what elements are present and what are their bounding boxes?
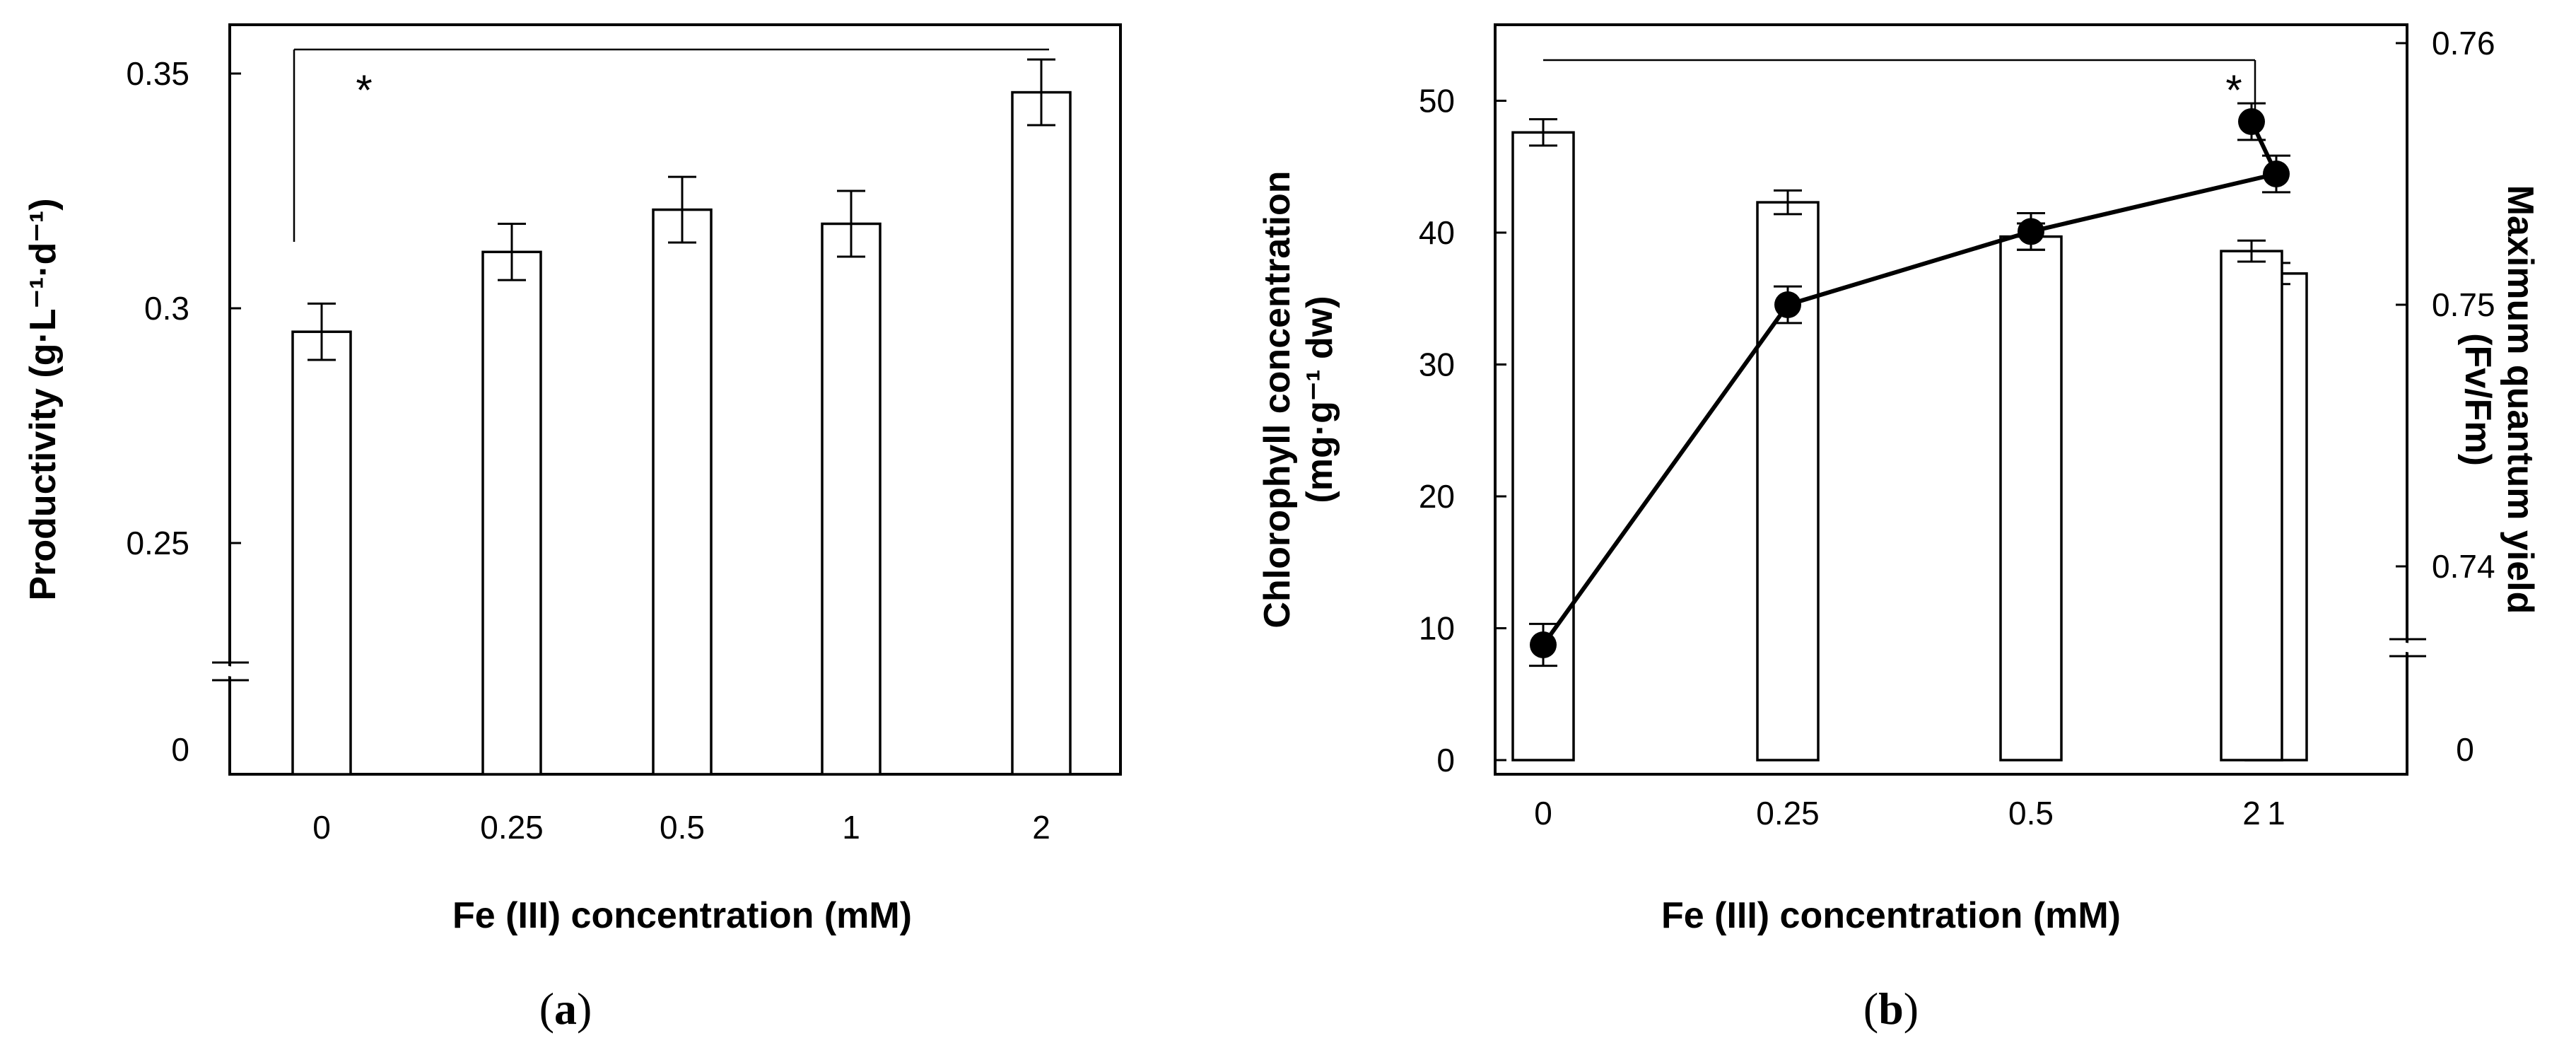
panel-a-ytick-label: 0.3 [144,290,189,327]
panel-b-plot-frame [1494,23,2408,776]
panel-b-point-1 [2263,161,2290,187]
panel-a-bar-0.5 [652,208,713,776]
panel-a-error-bar-0.5 [668,175,696,244]
panel-b-letter: b [1878,984,1904,1034]
panel-a-xtick-label: 0.25 [480,809,544,846]
panel-b-xtick-label: 0.25 [1756,795,1820,832]
axis-title-line: Maximum quantum yield [2500,185,2541,614]
panel-b-significance-star: * [2225,66,2242,114]
panel-b-bar-error-bar-2 [2237,239,2266,263]
panel-b-y2-axis-title: Maximum quantum yield(Fv/Fm) [2457,185,2541,614]
panel-b-y-axis-title: Chlorophyll concentration(mg·g⁻¹ dw) [1257,170,1340,628]
panel-a-xtick-label: 2 [1032,809,1050,846]
panel-b-bar-0.25 [1756,201,1820,762]
panel-a-error-bar-0.25 [498,222,526,281]
panel-b-xtick-label: 1 [2267,795,2285,832]
panel-b-right-axis-break [2389,638,2426,658]
panel-b-bar-error-bar-0 [1529,118,1557,147]
panel-b-y2tick-zero-label: 0 [2456,731,2474,768]
panel-a-ytick-zero-label: 0 [171,731,189,768]
panel-b-y2tick-label: 0.76 [2432,25,2495,62]
panel-a-xtick-label: 1 [842,809,860,846]
panel-a-significance: * [293,48,1049,242]
panel-b-ytick-label: 20 [1419,478,1455,515]
panel-a-axis-break [212,661,249,682]
panel-b-significance: * [1543,59,2256,127]
panel-a-error-bar-1 [837,189,865,258]
panel-b-point-0.5 [2018,218,2044,245]
panel-a-xtick-label: 0.5 [660,809,705,846]
panel-b-quantum-yield-line [1541,120,2280,646]
panel-a-letter: a [554,984,577,1034]
panel-a-x-axis-title: Fe (III) concentration (mM) [452,895,912,936]
panel-b-xtick-label: 0 [1534,795,1552,832]
panel-a: * 0.25 0.3 0.35 0 0 0.25 0.5 1 2 Fe (III) conc… [23,23,1122,1034]
panel-b-y2tick-label: 0.75 [2432,286,2495,323]
panel-b-bar-2 [2220,250,2283,762]
axis-title-line: Chlorophyll concentration [1257,170,1298,628]
panel-b-point-0.25 [1774,291,1801,318]
panel-b-x-axis-title: Fe (III) concentration (mM) [1661,895,2121,936]
panel-a-bar-2 [1011,91,1072,776]
panel-a-bar-1 [821,222,882,776]
panel-b-xtick-label: 0.5 [2008,795,2054,832]
panel-a-bar-0.25 [481,250,542,776]
axis-title-line: (Fv/Fm) [2457,333,2498,466]
panel-b-y2tick-label: 0.74 [2432,548,2495,585]
panel-b-bar-0.5 [1999,235,2063,762]
panel-b-label: (b) [1863,984,1919,1034]
panel-b-ytick-label: 0 [1436,742,1455,778]
panel-b-point-0 [1530,631,1557,658]
panel-a-ytick-label: 0.25 [126,525,189,561]
panel-b-ytick-label: 40 [1419,214,1455,251]
panel-a-xtick-label: 0 [312,809,331,846]
panel-a-significance-star: * [356,66,372,114]
panel-a-y-axis-title: Productivity (g·L⁻¹·d⁻¹) [23,198,64,600]
panel-b-bar-error-bar-0.25 [1774,189,1802,216]
panel-a-label: (a) [539,984,592,1034]
panel-a-ytick-label: 0.35 [126,55,189,92]
panel-a-bar-0 [291,330,352,776]
panel-a-error-bar-2 [1027,58,1055,127]
panel-b-point-2 [2238,108,2265,135]
panel-b-xtick-label: 2 [2242,795,2261,832]
panel-b-ytick-label: 10 [1419,610,1455,647]
panel-b-ytick-label: 30 [1419,346,1455,383]
panel-b-ytick-label: 50 [1419,83,1455,119]
panel-a-error-bar-0 [308,302,336,361]
axis-title-line: (mg·g⁻¹ dw) [1299,296,1340,503]
